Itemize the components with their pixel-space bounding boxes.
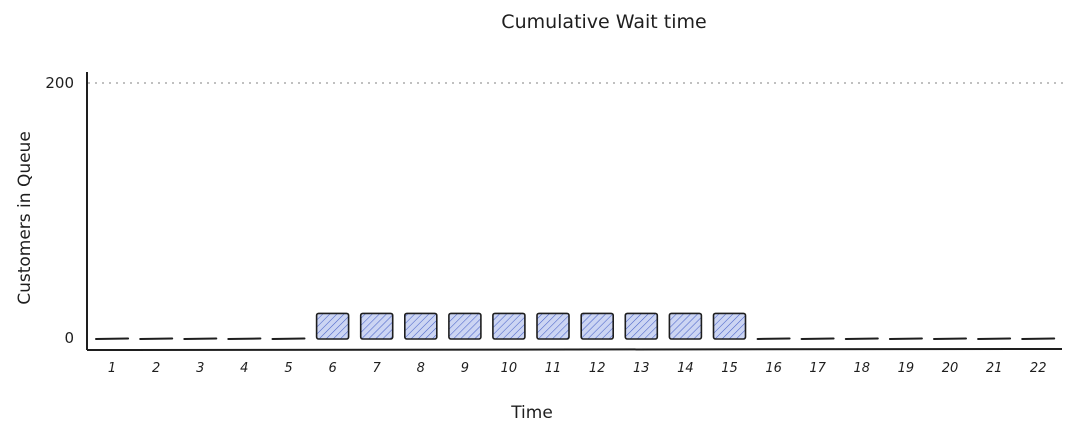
- bar-3: [183, 337, 218, 340]
- x-tick-label-9: 9: [461, 361, 469, 376]
- x-tick-label-8: 8: [417, 361, 425, 376]
- x-tick-label-19: 19: [898, 361, 915, 376]
- x-tick-label-1: 1: [108, 361, 116, 376]
- x-tick-label-20: 20: [942, 361, 959, 376]
- bar-8: [403, 312, 438, 340]
- bar-2: [139, 337, 174, 340]
- bar-9: [448, 312, 482, 340]
- bar-21: [977, 337, 1012, 340]
- x-tick-label-3: 3: [196, 361, 204, 376]
- y-tick-label-0: 0: [64, 329, 74, 347]
- y-axis-title: Customers in Queue: [15, 131, 35, 305]
- x-tick-label-16: 16: [765, 361, 782, 376]
- bars: [95, 312, 1056, 340]
- bar-19: [888, 337, 923, 340]
- x-tick-label-7: 7: [373, 361, 382, 376]
- x-tick-label-13: 13: [633, 361, 650, 376]
- x-tick-label-5: 5: [284, 361, 292, 376]
- bar-1: [95, 337, 130, 340]
- x-tick-label-10: 10: [501, 361, 518, 376]
- bar-16: [756, 337, 791, 340]
- bar-15: [712, 312, 747, 340]
- bar-10: [492, 312, 526, 340]
- x-tick-label-21: 21: [986, 361, 1003, 376]
- bar-6: [315, 312, 350, 340]
- bar-12: [580, 312, 615, 340]
- chart-title: Cumulative Wait time: [501, 11, 706, 33]
- bar-5: [271, 337, 306, 340]
- x-axis: [86, 348, 1063, 351]
- x-tick-label-12: 12: [589, 361, 606, 376]
- x-tick-label-11: 11: [545, 361, 562, 376]
- bar-14: [668, 312, 703, 340]
- x-tick-label-15: 15: [721, 361, 738, 376]
- x-tick-labels: 1 2 3 4 5 6 7 8 9 10 11 12 13 14 15 16 17 18 19 20 21 22: [108, 361, 1047, 376]
- bar-11: [536, 312, 570, 340]
- bar-20: [933, 337, 967, 340]
- bar-4: [227, 337, 262, 340]
- x-tick-label-18: 18: [854, 361, 871, 376]
- x-tick-label-4: 4: [240, 361, 248, 376]
- bar-17: [800, 337, 835, 340]
- bar-18: [844, 337, 879, 340]
- x-tick-label-2: 2: [152, 361, 160, 376]
- bar-22: [1021, 337, 1056, 340]
- y-tick-label-200: 200: [45, 74, 74, 92]
- bar-7: [359, 312, 394, 340]
- x-axis-title: Time: [510, 403, 553, 423]
- x-tick-label-14: 14: [677, 361, 694, 376]
- x-tick-label-17: 17: [809, 361, 826, 376]
- x-tick-label-22: 22: [1030, 361, 1047, 376]
- bar-13: [624, 312, 659, 340]
- x-tick-label-6: 6: [328, 361, 336, 376]
